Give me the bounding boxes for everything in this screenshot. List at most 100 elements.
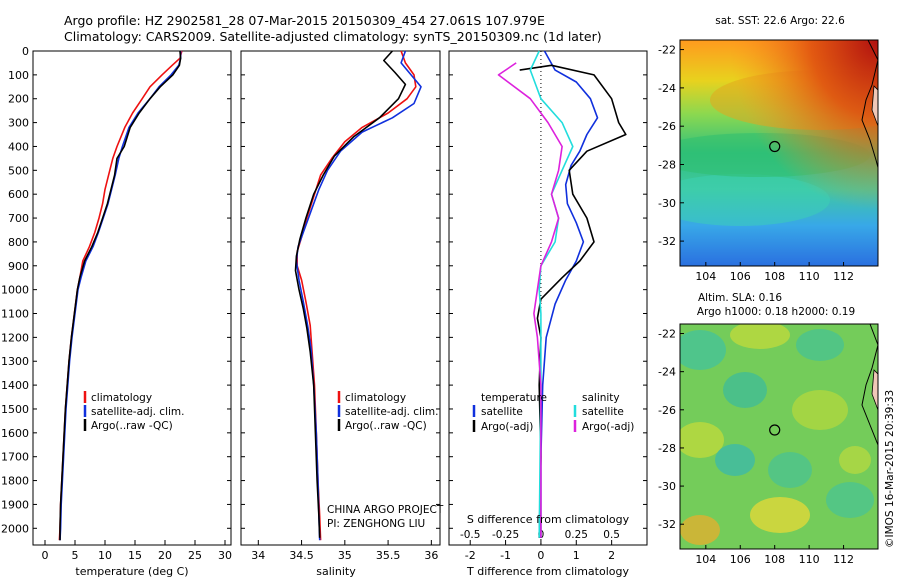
salinity-chart: 34 34.5 35 35.5 36 [251, 50, 438, 562]
depth-tick-label: 700 [8, 212, 29, 225]
map-lon-label: 110 [799, 553, 820, 566]
depth-axis: 0 100 200 300 400 500 600 700 800 900 1000 1100 1200… [1, 45, 647, 535]
s-tick-label: 0.5 [603, 529, 620, 541]
map-lat-label: -24 [658, 82, 676, 95]
temperature-chart: 0 5 10 15 20 25 30 [42, 50, 232, 562]
s-tick-label: -0.5 [460, 529, 481, 541]
s-tick-label: -0.25 [492, 529, 519, 541]
temperature-panel [32, 50, 232, 546]
salinity-panel [240, 50, 441, 546]
depth-tick-label: 200 [8, 93, 29, 106]
header-line1: Argo profile: HZ 2902581_28 07-Mar-2015 … [64, 13, 545, 28]
temperature-xlabel: temperature (deg C) [75, 565, 188, 578]
credit-pi: PI: ZENGHONG LIU [327, 518, 425, 530]
depth-tick-label: 2000 [1, 522, 29, 535]
depth-tick-label: 1000 [1, 284, 29, 297]
depth-tick-label: 800 [8, 236, 29, 249]
depth-tick-label: 1900 [1, 498, 29, 511]
depth-tick-label: 600 [8, 188, 29, 201]
x-tick-label: 2 [608, 549, 615, 562]
sst-land [871, 85, 878, 128]
map-lon-label: 112 [833, 553, 854, 566]
series-line [497, 62, 563, 538]
legend-label-s-argo: Argo(-adj) [582, 421, 634, 433]
x-tick-label: 1 [573, 549, 580, 562]
depth-tick-label: 100 [8, 69, 29, 82]
sla-blob [768, 452, 812, 488]
sst-argo-marker [769, 140, 781, 153]
sst-map-frame [679, 39, 879, 267]
sla-blob [680, 422, 724, 458]
depth-tick-label: 0 [22, 45, 29, 58]
map-lat-label: -26 [658, 120, 676, 133]
map-lon-label: 104 [695, 270, 716, 283]
depth-tick-label: 1600 [1, 427, 29, 440]
map-lat-label: -32 [658, 518, 676, 531]
map-lat-label: -24 [658, 366, 676, 379]
legend-label-satellite: satellite-adj. clim. [91, 406, 184, 418]
sla-blob [796, 329, 844, 361]
legend-heading-salinity: salinity [582, 392, 620, 404]
x-tick-label: 0 [537, 549, 544, 562]
map-lat-label: -30 [658, 197, 676, 210]
sst-red-corner [680, 40, 878, 266]
temperature-legend: climatology satellite-adj. clim. Argo(..… [83, 391, 184, 432]
difference-panel [448, 50, 648, 546]
legend-label-climatology: climatology [91, 392, 152, 404]
difference-legend: temperature salinity satellite Argo(-adj… [472, 392, 634, 433]
legend-label-climatology: climatology [345, 392, 406, 404]
sla-blob [826, 482, 874, 518]
map-lon-label: 108 [764, 553, 785, 566]
map-ticks: 104 106 108 110 112 -22 -24 -26 -28 -30 -32 104 106 1… [658, 44, 854, 566]
map-lon-label: 108 [764, 270, 785, 283]
map-lat-label: -28 [658, 158, 676, 171]
header-line2: Climatology: CARS2009. Satellite-adjuste… [64, 29, 602, 44]
sla-map-frame [679, 323, 879, 550]
legend-heading-temperature: temperature [481, 392, 547, 404]
series-line [540, 50, 599, 538]
depth-tick-label: 300 [8, 117, 29, 130]
map-lat-label: -26 [658, 404, 676, 417]
map-lat-label: -32 [658, 235, 676, 248]
x-tick-label: -1 [500, 549, 511, 562]
sla-blob [680, 330, 726, 370]
x-tick-label: 36 [424, 549, 438, 562]
sst-map [680, 40, 878, 266]
legend-label-satellite: satellite-adj. clim. [345, 406, 438, 418]
sla-blob [715, 444, 755, 476]
salinity-xlabel: salinity [316, 565, 356, 578]
x-tick-label: 20 [158, 549, 172, 562]
credit-project: CHINA ARGO PROJECT [327, 504, 444, 516]
sla-blob [792, 390, 848, 430]
map-lat-label: -22 [658, 44, 676, 57]
map-lon-label: 106 [730, 553, 751, 566]
sla-blob [730, 324, 790, 349]
sla-blob [750, 497, 810, 533]
sla-map-title2: Argo h1000: 0.18 h2000: 0.19 [697, 306, 855, 318]
difference-xlabel-top: S difference from climatology [467, 513, 630, 526]
sla-blob [723, 372, 767, 408]
x-tick-label: 0 [42, 549, 49, 562]
sla-argo-marker [769, 424, 781, 436]
map-lat-label: -22 [658, 328, 676, 341]
difference-xlabel: T difference from climatology [466, 565, 629, 578]
depth-tick-label: 1300 [1, 355, 29, 368]
depth-tick-label: 1100 [1, 308, 29, 321]
x-tick-label: 34.5 [289, 549, 314, 562]
depth-tick-label: 900 [8, 260, 29, 273]
legend-label-t-satellite: satellite [481, 406, 523, 418]
series-line [294, 50, 407, 538]
map-lon-label: 110 [799, 270, 820, 283]
series-line [59, 50, 182, 541]
depth-tick-label: 400 [8, 140, 29, 153]
map-lat-label: -30 [658, 480, 676, 493]
x-tick-label: 5 [72, 549, 79, 562]
depth-tick-label: 500 [8, 164, 29, 177]
x-tick-label: 35 [338, 549, 352, 562]
x-tick-label: 34 [251, 549, 265, 562]
map-lat-label: -28 [658, 442, 676, 455]
sla-land [871, 369, 878, 412]
legend-label-t-argo: Argo(-adj) [481, 421, 533, 433]
sla-blob [839, 446, 871, 474]
